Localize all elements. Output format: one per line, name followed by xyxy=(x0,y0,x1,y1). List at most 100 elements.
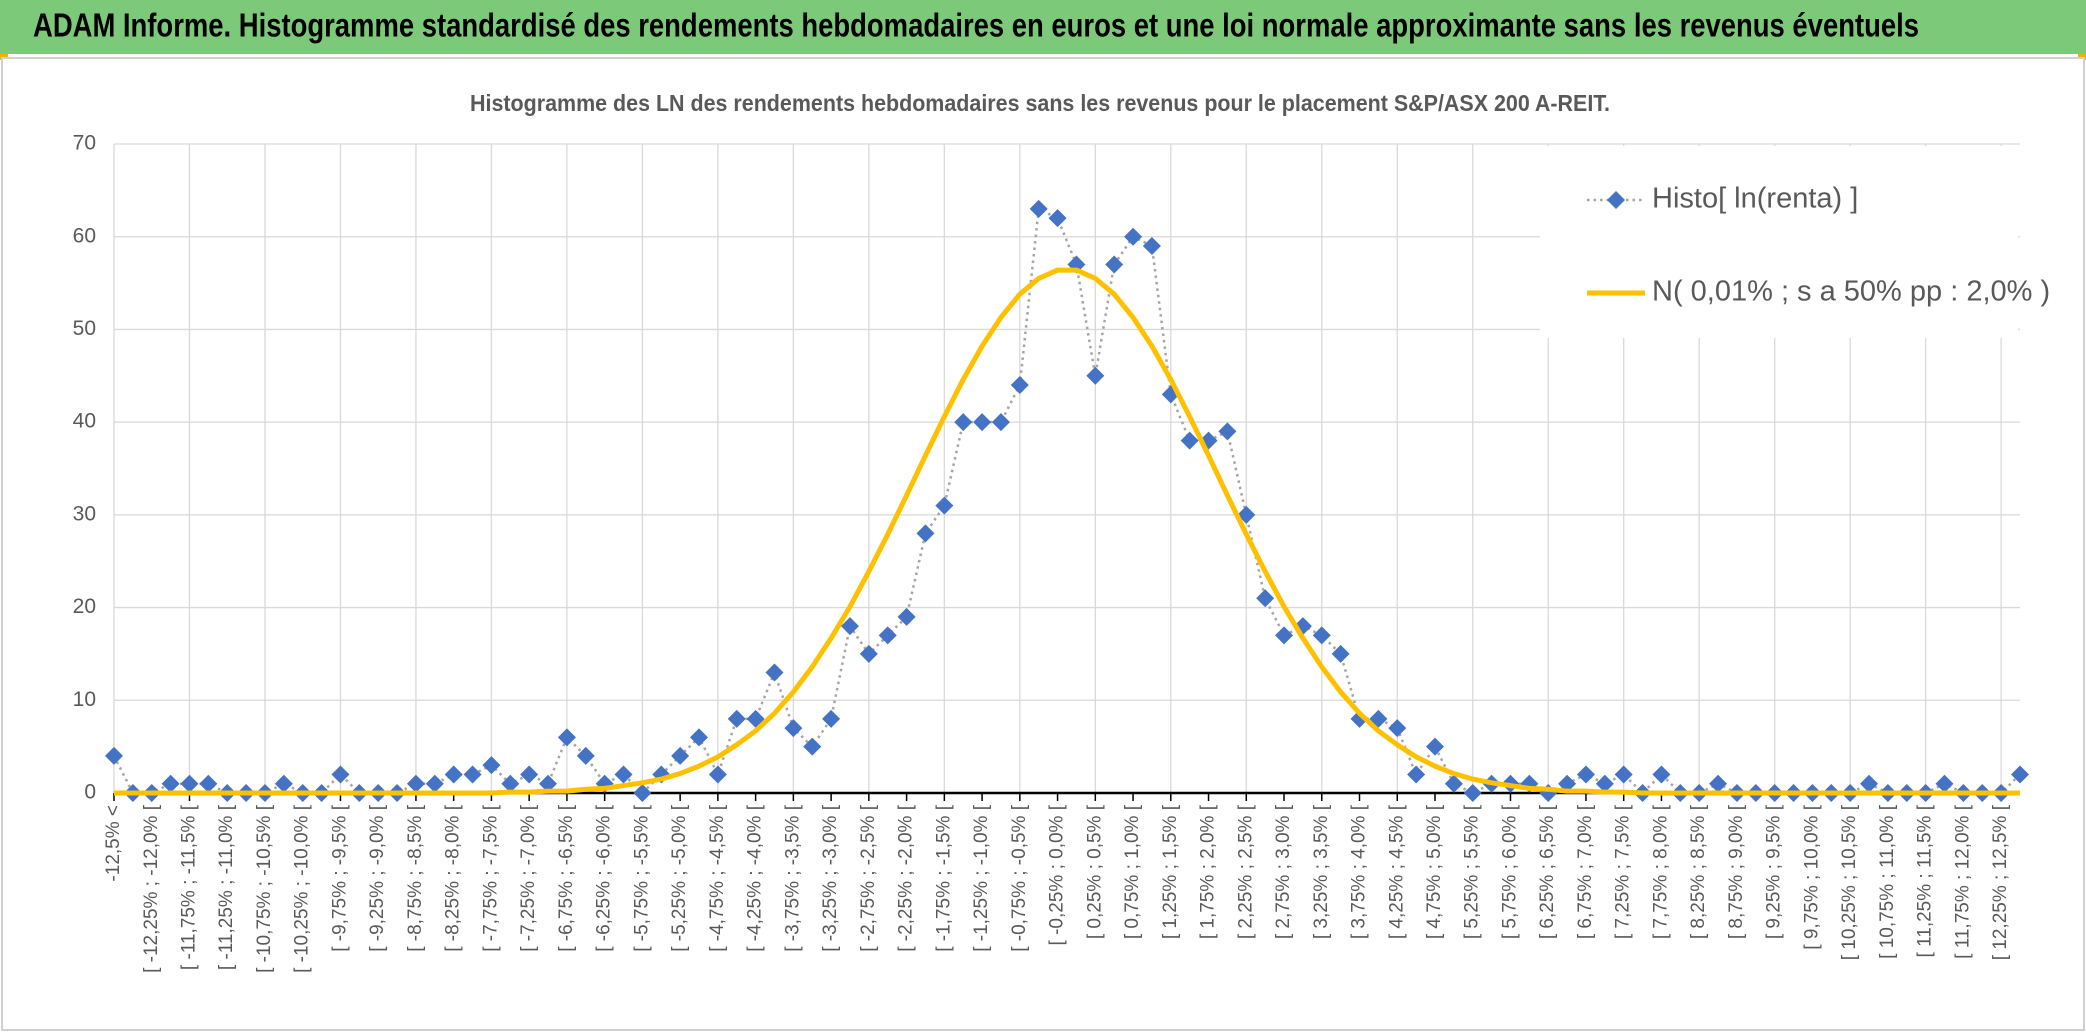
data-point xyxy=(576,746,595,765)
x-tick-label: [ -5,75% ; -5,5% [ xyxy=(631,804,652,952)
y-tick-label: 10 xyxy=(73,688,96,711)
x-tick-label: [ 1,75% ; 2,0% [ xyxy=(1198,804,1219,939)
data-point xyxy=(105,746,123,765)
data-point xyxy=(708,765,727,784)
x-tick-label: [ 8,75% ; 9,0% [ xyxy=(1726,804,1747,939)
data-point xyxy=(199,774,218,793)
x-tick-label: [ 3,75% ; 4,0% [ xyxy=(1349,804,1370,939)
x-tick-label: [ -1,75% ; -1,5% [ xyxy=(933,804,954,952)
x-tick-label: [ 0,75% ; 1,0% [ xyxy=(1122,804,1143,939)
x-tick-label: [ -11,25% ; -11,0% [ xyxy=(216,804,237,970)
data-point xyxy=(482,756,501,775)
legend-label: N( 0,01% ; s a 50% pp : 2,0% ) xyxy=(1652,276,2050,308)
data-point xyxy=(1256,589,1275,608)
data-point xyxy=(633,784,652,802)
x-tick-label: [ 11,75% ; 12,0% [ xyxy=(1952,804,1973,959)
x-tick-label: [ 12,25% ; 12,5% [ xyxy=(1990,804,2011,960)
y-tick-label: 0 xyxy=(84,781,96,804)
data-point xyxy=(954,413,973,432)
x-tick-label: [ -4,75% ; -4,5% [ xyxy=(707,804,728,952)
normal-curve xyxy=(114,267,2020,796)
data-point xyxy=(1275,626,1294,645)
data-point xyxy=(425,774,444,793)
x-tick-label: -12,5% < xyxy=(103,805,124,882)
data-point xyxy=(1935,774,1954,793)
x-tick-label: [ -7,75% ; -7,5% [ xyxy=(480,804,501,952)
x-tick-label: [ -1,25% ; -1,0% [ xyxy=(971,804,992,952)
x-tick-label: [ -11,75% ; -11,5% [ xyxy=(179,804,200,970)
data-point xyxy=(1029,199,1048,218)
data-point xyxy=(1388,719,1407,738)
x-tick-label: [ 2,25% ; 2,5% [ xyxy=(1235,804,1256,939)
data-point xyxy=(803,737,822,756)
x-tick-label: [ -8,25% ; -8,0% [ xyxy=(443,804,464,952)
y-tick-label: 20 xyxy=(73,595,96,618)
data-point xyxy=(1614,765,1633,784)
x-tick-label: [ 6,75% ; 7,0% [ xyxy=(1575,804,1596,939)
x-tick-label: [ 11,25% ; 11,5% [ xyxy=(1915,804,1936,957)
data-point xyxy=(727,709,746,728)
x-tick-label: [ 3,25% ; 3,5% [ xyxy=(1311,804,1332,939)
title-bar xyxy=(0,0,2086,54)
data-point xyxy=(671,746,690,765)
data-point xyxy=(784,719,803,738)
x-tick-label: [ 9,25% ; 9,5% [ xyxy=(1764,804,1785,939)
data-point xyxy=(444,765,463,784)
data-point xyxy=(1595,774,1614,793)
y-tick-label: 30 xyxy=(73,502,96,525)
data-point xyxy=(916,524,935,543)
x-tick-label: [ 4,25% ; 4,5% [ xyxy=(1386,804,1407,939)
data-point xyxy=(2011,765,2029,784)
data-point xyxy=(1652,765,1671,784)
x-tick-label: [ 8,25% ; 8,5% [ xyxy=(1688,804,1709,939)
x-tick-label: [ 10,25% ; 10,5% [ xyxy=(1839,804,1860,960)
x-tick-label: [ -10,25% ; -10,0% [ xyxy=(292,804,313,973)
data-point xyxy=(1331,644,1350,663)
data-point xyxy=(1086,366,1105,385)
x-tick-label: [ -0,75% ; -0,5% [ xyxy=(1009,804,1030,952)
data-point xyxy=(406,774,425,793)
x-tick-label: [ 7,25% ; 7,5% [ xyxy=(1613,804,1634,939)
x-tick-label: [ -6,75% ; -6,5% [ xyxy=(556,804,577,952)
legend-marker xyxy=(1607,191,1625,209)
x-tick-label: [ -10,75% ; -10,5% [ xyxy=(254,804,275,973)
data-point xyxy=(1048,209,1067,228)
x-tick-label: [ -6,25% ; -6,0% [ xyxy=(594,804,615,952)
x-tick-label: [ 1,25% ; 1,5% [ xyxy=(1160,804,1181,939)
data-point xyxy=(1218,422,1237,441)
data-point xyxy=(897,607,916,626)
data-point xyxy=(520,765,539,784)
data-point xyxy=(274,774,293,793)
data-point xyxy=(859,644,878,663)
x-tick-label: [ 10,75% ; 11,0% [ xyxy=(1877,804,1898,959)
data-point xyxy=(1463,784,1482,802)
page-title: ADAM Informe. Histogramme standardisé de… xyxy=(33,7,1919,44)
x-tick-label: [ 5,25% ; 5,5% [ xyxy=(1462,804,1483,939)
x-tick-label: [ 9,75% ; 10,0% [ xyxy=(1801,804,1822,949)
data-point xyxy=(1124,227,1143,246)
y-tick-label: 70 xyxy=(73,132,96,155)
legend-box xyxy=(1540,146,2018,338)
data-point xyxy=(690,728,709,747)
data-point xyxy=(161,774,180,793)
data-point xyxy=(765,663,784,682)
x-tick-label: [ -0,25% ; 0,0% [ xyxy=(1047,804,1068,945)
data-point xyxy=(1576,765,1595,784)
data-point xyxy=(1444,774,1463,793)
x-tick-label: [ -4,25% ; -4,0% [ xyxy=(745,804,766,952)
x-tick-label: [ -9,75% ; -9,5% [ xyxy=(329,804,350,952)
x-tick-label: [ 0,25% ; 0,5% [ xyxy=(1084,804,1105,939)
data-point xyxy=(840,617,859,636)
x-tick-label: [ 4,75% ; 5,0% [ xyxy=(1424,804,1445,939)
data-point xyxy=(878,626,897,645)
data-point xyxy=(1407,765,1426,784)
data-point xyxy=(539,774,558,793)
data-point xyxy=(614,765,633,784)
data-point xyxy=(557,728,576,747)
data-point xyxy=(501,774,520,793)
data-point xyxy=(1425,737,1444,756)
x-tick-label: [ 5,75% ; 6,0% [ xyxy=(1499,804,1520,939)
data-point xyxy=(1142,236,1161,255)
y-tick-label: 50 xyxy=(73,317,96,340)
x-tick-label: [ -2,25% ; -2,0% [ xyxy=(896,804,917,952)
